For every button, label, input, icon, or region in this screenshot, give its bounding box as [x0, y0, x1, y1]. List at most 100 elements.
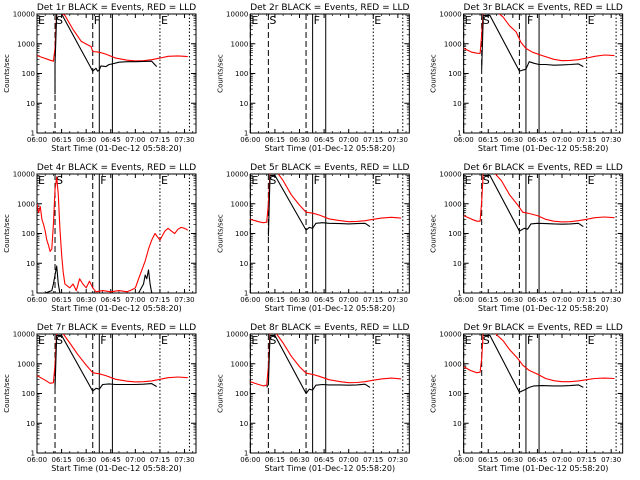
- y-tick-label: 100: [235, 230, 248, 238]
- y-tick-label: 1: [31, 290, 35, 298]
- event-marker-label: S: [56, 334, 63, 347]
- plot-frame: [249, 173, 410, 294]
- event-marker-label: S: [269, 174, 276, 187]
- series-group: [37, 334, 188, 392]
- y-tick-label: 10000: [13, 11, 35, 19]
- x-axis-label: Start Time (01-Dec-12 05:58:20): [265, 304, 396, 313]
- x-tick-label: 06:45: [314, 136, 334, 144]
- event-marker-label: S: [483, 334, 490, 347]
- detector-panel-7: Det 7r BLACK = Events, RED = LLD 1 10 100 10…: [3, 323, 197, 473]
- x-tick-label: 07:30: [601, 456, 621, 464]
- x-tick-label: 06:30: [76, 456, 96, 464]
- detector-panel-4: Det 4r BLACK = Events, RED = LLD 1 10 100 10…: [3, 163, 197, 313]
- y-tick-label: 1000: [17, 200, 35, 208]
- y-axis-label: Counts/sec: [430, 214, 438, 253]
- detector-panel-1: Det 1r BLACK = Events, RED = LLD 1 10 100 10…: [3, 3, 197, 153]
- x-tick-label: 06:15: [51, 296, 71, 304]
- plot-frame: [36, 333, 197, 454]
- x-tick-label: 06:30: [503, 296, 523, 304]
- x-axis-label: Start Time (01-Dec-12 05:58:20): [51, 304, 182, 313]
- x-tick-label: 06:45: [314, 296, 334, 304]
- y-tick-label: 1000: [17, 40, 35, 48]
- series-group: [250, 174, 402, 237]
- y-tick-label: 10000: [439, 171, 461, 179]
- x-tick-label: 07:15: [150, 136, 170, 144]
- y-tick-label: 1: [457, 290, 461, 298]
- x-tick-label: 06:00: [27, 136, 47, 144]
- event-marker-label: F: [100, 174, 106, 187]
- y-tick-label: 10: [26, 100, 35, 108]
- y-tick-label: 10000: [439, 331, 461, 339]
- x-tick-label: 07:15: [150, 456, 170, 464]
- lld-series-line: [37, 334, 188, 384]
- series-group: [463, 174, 615, 232]
- y-tick-label: 100: [448, 70, 461, 78]
- event-marker-label: E: [374, 174, 381, 187]
- event-marker-label: S: [483, 14, 490, 27]
- x-tick-label: 07:15: [150, 296, 170, 304]
- event-marker-label: E: [251, 174, 258, 187]
- y-tick-label: 1000: [444, 360, 462, 368]
- y-tick-label: 1000: [444, 200, 462, 208]
- x-tick-label: 07:30: [174, 456, 194, 464]
- x-tick-label: 06:00: [240, 136, 260, 144]
- x-tick-label: 06:00: [27, 296, 47, 304]
- x-tick-label: 06:30: [289, 136, 309, 144]
- y-tick-label: 10000: [226, 11, 248, 19]
- x-tick-label: 07:30: [601, 296, 621, 304]
- x-tick-label: 07:00: [552, 456, 572, 464]
- event-marker-label: E: [38, 334, 45, 347]
- x-axis-label: Start Time (01-Dec-12 05:58:20): [478, 304, 609, 313]
- event-marker-label: E: [465, 174, 472, 187]
- x-axis-label: Start Time (01-Dec-12 05:58:20): [478, 144, 609, 153]
- lld-series-line: [463, 14, 615, 62]
- y-tick-label: 1: [457, 450, 461, 458]
- x-tick-label: 07:15: [363, 456, 383, 464]
- events-series-line: [483, 334, 584, 393]
- y-axis-label: Counts/sec: [430, 54, 438, 93]
- x-tick-label: 06:15: [478, 136, 498, 144]
- x-tick-label: 07:00: [125, 456, 145, 464]
- x-tick-label: 07:15: [577, 296, 597, 304]
- x-tick-label: 07:15: [363, 136, 383, 144]
- event-marker-label: F: [527, 14, 533, 27]
- x-tick-label: 06:45: [527, 296, 547, 304]
- plot-frame: [36, 13, 197, 134]
- event-marker-label: F: [100, 334, 106, 347]
- y-tick-label: 1000: [444, 40, 462, 48]
- y-tick-label: 10: [26, 260, 35, 268]
- y-tick-label: 100: [22, 70, 35, 78]
- x-tick-label: 06:45: [314, 456, 334, 464]
- x-tick-label: 06:15: [265, 136, 285, 144]
- y-tick-label: 10: [453, 100, 462, 108]
- x-tick-label: 06:15: [51, 136, 71, 144]
- series-group: [463, 14, 615, 72]
- x-tick-label: 06:30: [503, 456, 523, 464]
- x-tick-label: 06:30: [76, 136, 96, 144]
- x-axis-label: Start Time (01-Dec-12 05:58:20): [51, 144, 182, 153]
- x-tick-label: 06:15: [51, 456, 71, 464]
- x-tick-label: 06:45: [101, 296, 121, 304]
- event-marker-label: E: [588, 334, 595, 347]
- series-group: [37, 14, 188, 95]
- x-tick-label: 06:15: [265, 296, 285, 304]
- x-tick-label: 06:00: [240, 456, 260, 464]
- event-marker-label: F: [314, 174, 320, 187]
- panel-title: Det 6r BLACK = Events, RED = LLD: [464, 163, 623, 173]
- y-tick-label: 100: [22, 230, 35, 238]
- y-tick-label: 1: [244, 290, 248, 298]
- event-marker-label: E: [161, 334, 168, 347]
- x-tick-label: 06:15: [478, 296, 498, 304]
- detector-panel-3: Det 3r BLACK = Events, RED = LLD 1 10 100 10…: [430, 3, 624, 153]
- x-tick-label: 06:00: [454, 456, 474, 464]
- x-tick-label: 06:00: [454, 296, 474, 304]
- y-tick-label: 100: [235, 390, 248, 398]
- x-tick-label: 06:45: [101, 136, 121, 144]
- x-tick-label: 07:00: [552, 136, 572, 144]
- x-tick-label: 07:30: [388, 136, 408, 144]
- y-tick-label: 1000: [231, 40, 249, 48]
- x-tick-label: 07:00: [339, 296, 359, 304]
- y-tick-label: 10: [239, 420, 248, 428]
- detector-panel-2: Det 2r BLACK = Events, RED = LLD 1 10 100 10…: [216, 3, 410, 153]
- x-axis-label: Start Time (01-Dec-12 05:58:20): [478, 464, 609, 473]
